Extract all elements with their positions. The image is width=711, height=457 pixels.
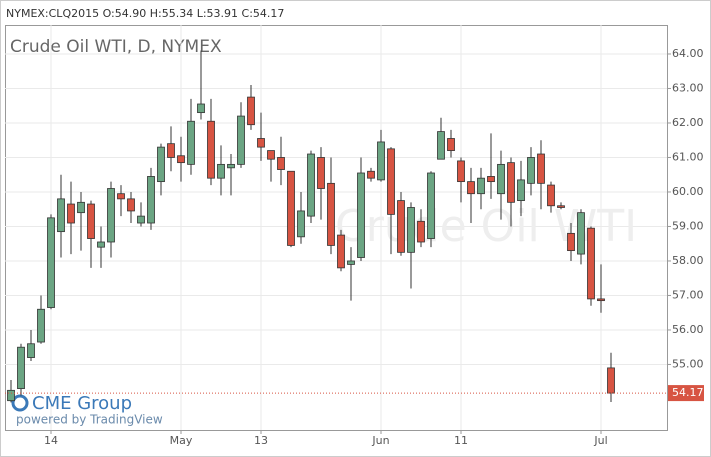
candle-body [77,201,85,214]
y-tick-label: 63.00 [672,81,704,94]
watermark: Crude Oil WTI [335,201,637,252]
candle-body [457,160,465,183]
candle-body [327,182,335,246]
candle-body [567,232,575,252]
candle-body [547,184,555,207]
x-tick-label: Jul [593,434,607,447]
candle-body [57,198,65,233]
candle-body [347,260,355,265]
chart-title: Crude Oil WTI, D, NYMEX [10,37,222,57]
credit: powered by TradingView [16,413,163,427]
y-tick-label: 62.00 [672,116,704,129]
y-tick-label: 56.00 [672,323,704,336]
candle-body [507,162,515,203]
candle-body [287,170,295,246]
candle-body [537,153,545,184]
candle-body [87,203,95,239]
candle-body [447,138,455,151]
candle-body [377,141,385,181]
candle-body [517,179,525,201]
candle-body [297,210,305,238]
candle-body [27,343,35,358]
candle-body [427,172,435,239]
candle-body [417,220,425,243]
plot-frame [5,25,668,431]
candle-body [337,234,345,269]
y-tick-label: 61.00 [672,150,704,163]
y-tick-label: 57.00 [672,288,704,301]
candle-body [607,367,615,394]
y-tick-label: 60.00 [672,185,704,198]
candle-body [177,155,185,164]
logo-text: CME Group [32,393,132,414]
candle-body [597,298,605,302]
candle-body [257,138,265,148]
candle-body [67,203,75,224]
candle-body [587,227,595,300]
candle-body [267,150,275,160]
candle-body [487,176,495,183]
candle-body [237,115,245,165]
y-tick-label: 64.00 [672,47,704,60]
last-price-box [668,385,704,402]
x-tick-label: 11 [454,434,468,447]
candle-body [407,207,415,253]
x-tick-label: May [170,434,193,447]
candle-body [37,308,45,343]
candle-body [157,146,165,183]
y-tick-label: 59.00 [672,219,704,232]
candle-body [107,188,115,243]
candle-body [387,148,395,215]
y-tick-label: 55.00 [672,357,704,370]
logo: CME Group powered by TradingView [11,393,163,427]
logo-icon [11,394,29,412]
candle-body [247,96,255,126]
candle-body [147,176,155,224]
candle-body [277,157,285,170]
candle-body [477,177,485,195]
candle-body [467,181,475,195]
candle-body [117,193,125,200]
candle-body [47,217,55,308]
candle-body [137,215,145,224]
candle-body [307,153,315,217]
candle-body [437,131,445,160]
candle-body [557,205,565,208]
candle-body [397,200,405,253]
x-tick-label: 14 [44,434,58,447]
candle-body [367,170,375,179]
candle-body [217,163,225,179]
candle-body [167,143,175,158]
header: NYMEX:CLQ2015 O:54.90 H:55.34 L:53.91 C:… [6,7,284,20]
candle-body [207,120,215,179]
candle-body [357,172,365,258]
candle-body [527,157,535,184]
candle-body [17,346,25,390]
candle-body [187,120,195,165]
x-tick-label: Jun [371,434,389,447]
y-tick-label: 58.00 [672,254,704,267]
candle-body [497,163,505,195]
candle-body [97,241,105,248]
candle-body [7,389,15,402]
x-tick-label: 13 [254,434,268,447]
candle-body [317,157,325,189]
candle-body [197,103,205,114]
candle-body [127,198,135,212]
candle-body [577,212,585,255]
candle-body [227,163,235,169]
last-price-label: 54.17 [672,386,704,399]
